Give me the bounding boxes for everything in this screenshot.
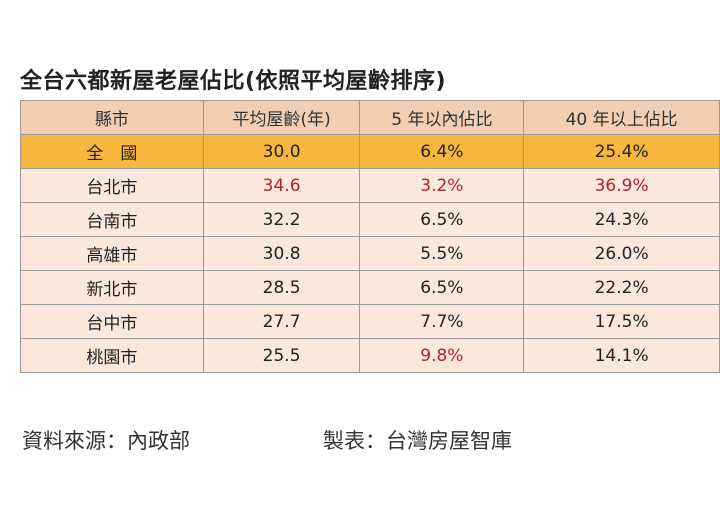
within-5-years-cell: 6.5% <box>359 202 525 237</box>
within-5-years-cell: 7.7% <box>359 304 525 339</box>
city-cell: 新北市 <box>20 270 204 305</box>
source-note: 資料來源：內政部 <box>22 429 190 453</box>
housing-age-table: 縣市 平均屋齡(年) 5 年以內佔比 40 年以上佔比 全 國 30.0 6.4% 2… <box>20 100 720 373</box>
header-row: 縣市 平均屋齡(年) 5 年以內佔比 40 年以上佔比 <box>20 100 720 135</box>
header-within-5-years: 5 年以內佔比 <box>359 100 525 135</box>
city-cell: 全 國 <box>20 134 204 169</box>
within-5-years-cell: 9.8% <box>359 338 525 373</box>
avg-age-cell: 27.7 <box>202 304 361 339</box>
over-40-years-cell: 14.1% <box>523 338 720 373</box>
table-row: 新北市 28.5 6.5% 22.2% <box>20 270 720 305</box>
national-total-row: 全 國 30.0 6.4% 25.4% <box>20 134 720 169</box>
table-row: 台中市 27.7 7.7% 17.5% <box>20 304 720 339</box>
avg-age-cell: 32.2 <box>202 202 361 237</box>
avg-age-cell: 34.6 <box>202 168 361 203</box>
table-title: 全台六都新屋老屋佔比(依照平均屋齡排序) <box>20 69 447 94</box>
header-city: 縣市 <box>20 100 204 135</box>
over-40-years-cell: 25.4% <box>523 134 720 169</box>
city-cell: 台北市 <box>20 168 204 203</box>
over-40-years-cell: 17.5% <box>523 304 720 339</box>
city-cell: 台南市 <box>20 202 204 237</box>
over-40-years-cell: 22.2% <box>523 270 720 305</box>
within-5-years-cell: 3.2% <box>359 168 525 203</box>
over-40-years-cell: 36.9% <box>523 168 720 203</box>
over-40-years-cell: 24.3% <box>523 202 720 237</box>
avg-age-cell: 25.5 <box>202 338 361 373</box>
avg-age-cell: 30.0 <box>202 134 361 169</box>
city-cell: 台中市 <box>20 304 204 339</box>
header-avg-age: 平均屋齡(年) <box>202 100 361 135</box>
header-over-40-years: 40 年以上佔比 <box>523 100 720 135</box>
table-body: 全 國 30.0 6.4% 25.4% 台北市 34.6 3.2% 36.9% 台南市 32.2 6… <box>20 134 720 373</box>
avg-age-cell: 28.5 <box>202 270 361 305</box>
city-cell: 高雄市 <box>20 236 204 271</box>
city-cell: 桃園市 <box>20 338 204 373</box>
maker-note: 製表：台灣房屋智庫 <box>323 429 512 453</box>
within-5-years-cell: 6.5% <box>359 270 525 305</box>
within-5-years-cell: 6.4% <box>359 134 525 169</box>
table-row: 台北市 34.6 3.2% 36.9% <box>20 168 720 203</box>
over-40-years-cell: 26.0% <box>523 236 720 271</box>
table-row: 桃園市 25.5 9.8% 14.1% <box>20 338 720 373</box>
within-5-years-cell: 5.5% <box>359 236 525 271</box>
avg-age-cell: 30.8 <box>202 236 361 271</box>
table-row: 高雄市 30.8 5.5% 26.0% <box>20 236 720 271</box>
table-row: 台南市 32.2 6.5% 24.3% <box>20 202 720 237</box>
